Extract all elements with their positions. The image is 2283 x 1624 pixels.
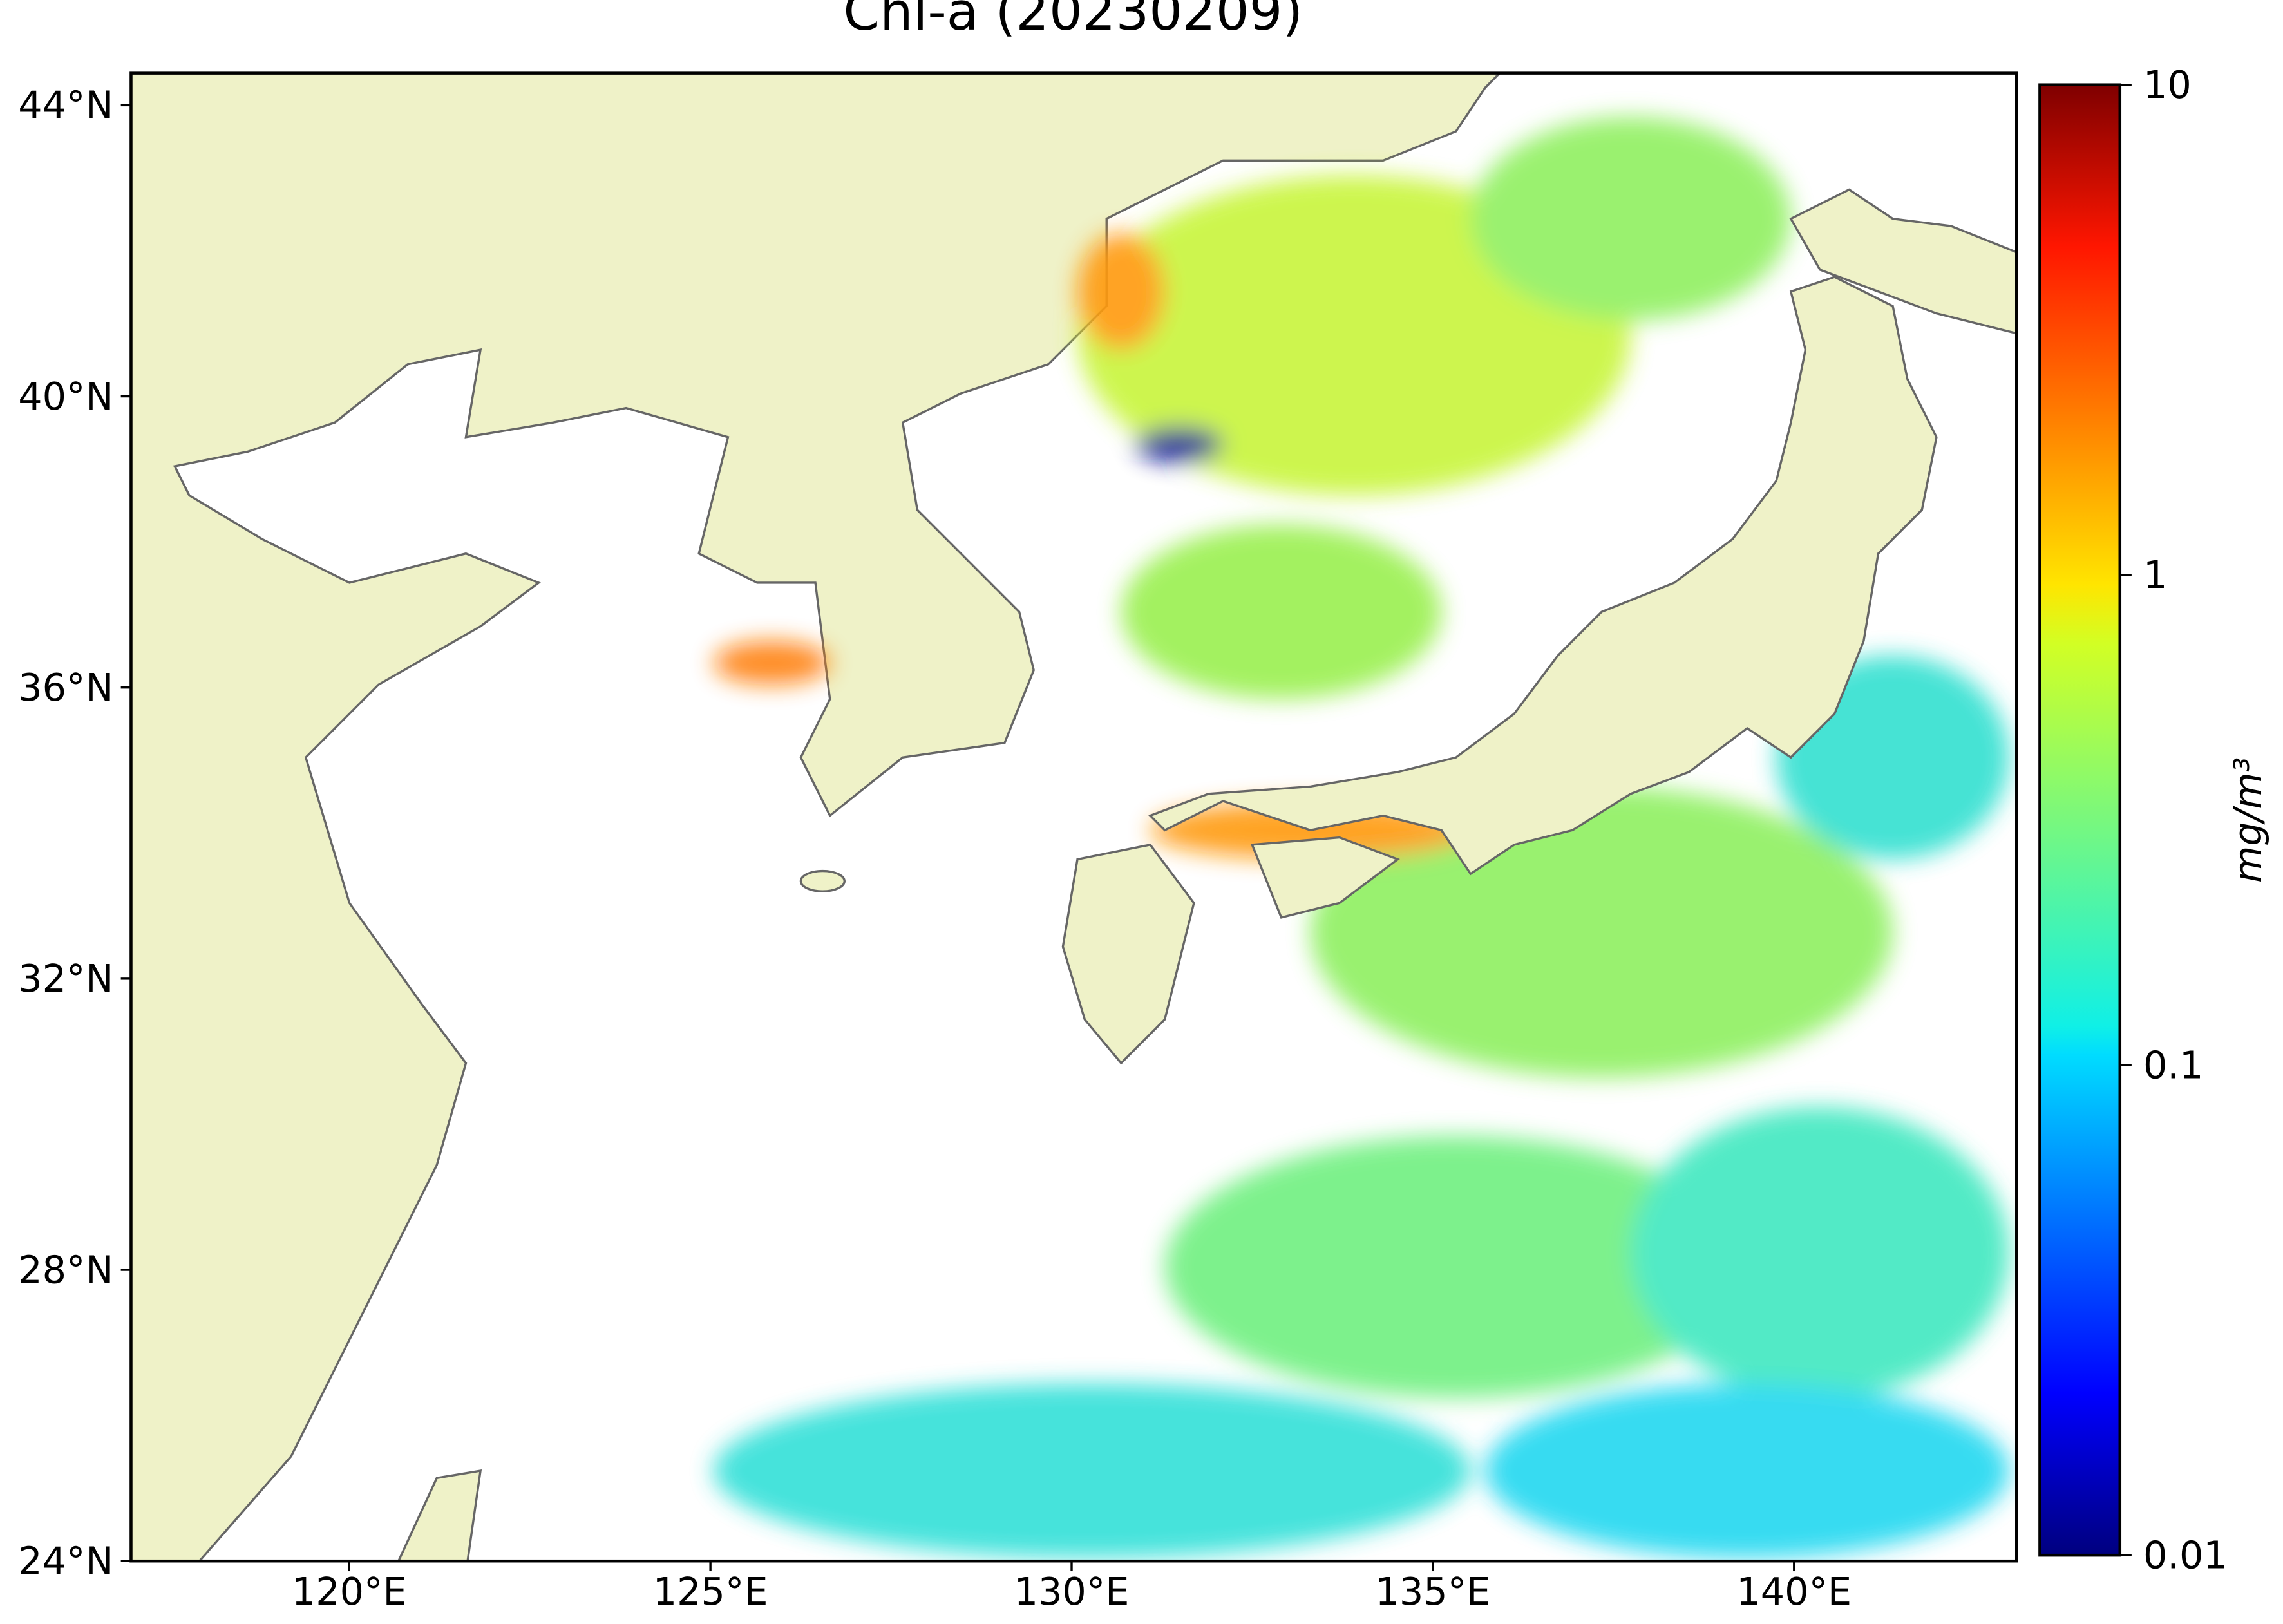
chlorophyll-field [713, 117, 2009, 1558]
plot-frame [129, 71, 2018, 1563]
x-tick-label: 130°E [1014, 1569, 1130, 1614]
taiwan [397, 1469, 482, 1562]
colorbar-tick-label: 1 [2143, 552, 2167, 597]
shikoku [1250, 836, 1400, 919]
colorbar-tick-label: 10 [2143, 62, 2192, 107]
hokkaido [1789, 188, 2017, 335]
colorbar-tick-label: 0.1 [2143, 1043, 2203, 1087]
colorbar-tick-label: 0.01 [2143, 1533, 2228, 1578]
colorbar [2038, 83, 2122, 1557]
honshu [1148, 276, 1938, 876]
x-tick-label: 125°E [653, 1569, 768, 1614]
map [131, 73, 2017, 1562]
y-tick-label: 44°N [18, 83, 113, 127]
y-tick-label: 32°N [18, 956, 113, 1001]
x-tick-label: 140°E [1736, 1569, 1852, 1614]
x-tick-label: 120°E [292, 1569, 407, 1614]
y-tick-label: 28°N [18, 1247, 113, 1292]
x-tick-label: 135°E [1376, 1569, 1491, 1614]
y-tick-label: 40°N [18, 374, 113, 419]
y-tick-label: 24°N [18, 1539, 113, 1583]
kyushu [1061, 843, 1195, 1065]
y-tick-label: 36°N [18, 665, 113, 710]
chart-title: Chl-a (20230209) [843, 0, 1303, 42]
jeju [799, 869, 846, 892]
colorbar-label: mg/m³ [2226, 757, 2270, 883]
